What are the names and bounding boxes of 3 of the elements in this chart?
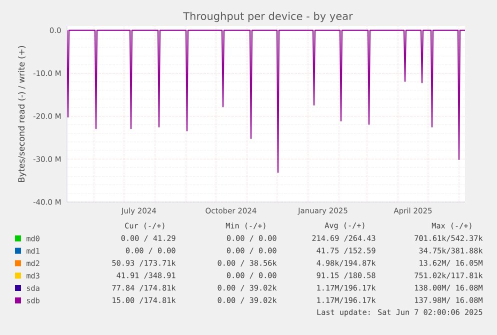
y-axis-title: Bytes/second read (-) / write (+) <box>18 46 26 182</box>
line-series <box>67 30 466 173</box>
chart-title: Throughput per device - by year <box>183 12 353 22</box>
